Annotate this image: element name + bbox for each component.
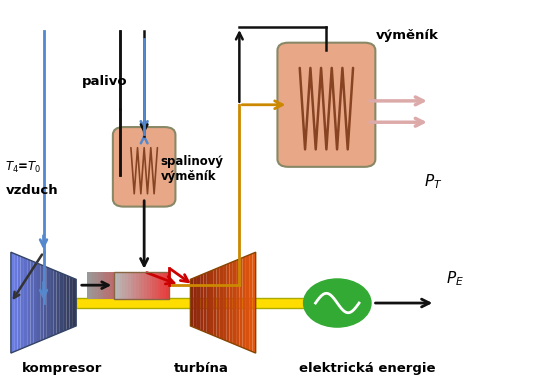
Text: výměník: výměník [375, 29, 438, 42]
Polygon shape [73, 278, 76, 327]
Text: kompresor: kompresor [22, 362, 102, 376]
Bar [101, 272, 103, 299]
Bar [117, 272, 120, 299]
Circle shape [304, 279, 371, 327]
Bar [147, 272, 150, 299]
FancyBboxPatch shape [113, 127, 175, 207]
Bar [114, 272, 169, 299]
Bar [122, 272, 126, 299]
Polygon shape [24, 258, 27, 348]
Bar [120, 272, 122, 299]
Text: výměník: výměník [160, 170, 216, 184]
Polygon shape [217, 267, 220, 338]
Bar [92, 272, 95, 299]
Bar [152, 272, 156, 299]
Polygon shape [249, 254, 252, 352]
Polygon shape [243, 256, 246, 349]
Polygon shape [17, 255, 21, 350]
Polygon shape [57, 271, 60, 334]
Polygon shape [226, 263, 230, 342]
Bar [128, 272, 131, 299]
Polygon shape [40, 265, 44, 341]
Bar [112, 272, 114, 299]
Polygon shape [27, 259, 30, 346]
Polygon shape [66, 275, 70, 330]
Text: turbína: turbína [174, 362, 229, 376]
Bar [125, 272, 128, 299]
Bar [103, 272, 106, 299]
Polygon shape [223, 265, 226, 341]
Bar [128, 272, 131, 299]
Polygon shape [11, 252, 14, 353]
Polygon shape [30, 260, 34, 345]
Bar [158, 272, 161, 299]
Text: $P_E$: $P_E$ [446, 269, 464, 288]
Bar [131, 272, 134, 299]
Polygon shape [210, 270, 213, 335]
Bar [160, 272, 164, 299]
Bar [136, 272, 139, 299]
Polygon shape [252, 252, 256, 353]
Polygon shape [230, 262, 233, 344]
Polygon shape [53, 270, 57, 335]
Text: spalinový: spalinový [160, 155, 224, 168]
Bar [136, 272, 139, 299]
Bar [133, 272, 137, 299]
Bar [120, 272, 123, 299]
Bar [114, 272, 117, 299]
Text: elektrická energie: elektrická energie [299, 362, 436, 376]
Bar [141, 272, 145, 299]
Bar [139, 272, 142, 299]
Polygon shape [34, 262, 37, 344]
Polygon shape [44, 266, 47, 340]
Polygon shape [60, 272, 63, 333]
Bar [144, 272, 147, 299]
Polygon shape [190, 278, 194, 327]
Polygon shape [63, 274, 66, 331]
Bar [95, 272, 98, 299]
Bar [150, 272, 153, 299]
Polygon shape [220, 266, 223, 340]
FancyBboxPatch shape [277, 43, 375, 167]
Text: palivo: palivo [82, 75, 127, 88]
Polygon shape [50, 268, 53, 337]
Polygon shape [207, 271, 210, 334]
Bar [98, 272, 101, 299]
Bar [87, 272, 90, 299]
Polygon shape [200, 274, 203, 331]
Polygon shape [47, 267, 50, 338]
Bar [109, 272, 112, 299]
Polygon shape [14, 254, 17, 352]
Bar [106, 272, 109, 299]
Bar [122, 272, 125, 299]
Polygon shape [70, 277, 73, 329]
Polygon shape [37, 263, 40, 342]
Bar [155, 272, 158, 299]
Polygon shape [233, 260, 236, 345]
Polygon shape [197, 275, 200, 330]
Bar [117, 272, 120, 299]
Bar [114, 272, 118, 299]
Text: $T_4$=$T_0$: $T_4$=$T_0$ [5, 160, 42, 175]
Polygon shape [21, 256, 24, 349]
Polygon shape [236, 259, 239, 346]
Bar [133, 272, 136, 299]
Polygon shape [239, 258, 243, 348]
Text: $P_T$: $P_T$ [424, 172, 443, 191]
Bar [139, 272, 141, 299]
Polygon shape [194, 277, 197, 329]
Polygon shape [246, 255, 249, 350]
Bar [90, 272, 92, 299]
Bar [166, 272, 169, 299]
Text: vzduch: vzduch [5, 184, 58, 197]
Bar [131, 272, 133, 299]
Bar [163, 272, 166, 299]
Bar [125, 272, 128, 299]
FancyBboxPatch shape [76, 298, 316, 308]
Polygon shape [213, 268, 217, 337]
Polygon shape [203, 272, 207, 333]
